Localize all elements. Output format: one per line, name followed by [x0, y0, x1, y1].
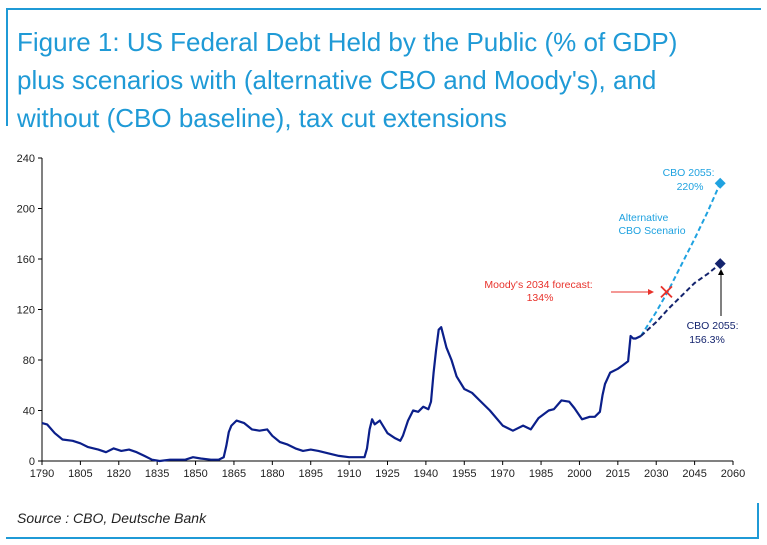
y-tick-label: 80: [23, 355, 35, 367]
cbo-2055-baseline-label-line-1: CBO 2055:: [687, 320, 739, 332]
cbo-2055-alt-label: CBO 2055: 220%: [663, 167, 718, 193]
alternative-series-line: [640, 182, 722, 337]
bottom-border: [6, 537, 759, 539]
axes: 0 40 80 120 160 200 240 1790 1805 1820 1835 1850 186…: [17, 153, 746, 480]
cbo-2055-baseline-marker: [714, 258, 726, 270]
title-line-3: without (CBO baseline), tax cut extensio…: [17, 103, 507, 133]
x-tick-label: 2015: [606, 468, 630, 480]
history-series-line: [41, 326, 642, 463]
alternative-scenario-label-line-2: CBO Scenario: [618, 225, 685, 237]
x-tick-label: 1940: [414, 468, 438, 480]
x-tick-label: 2060: [721, 468, 745, 480]
right-border: [757, 503, 759, 537]
x-tick-label: 1850: [183, 468, 207, 480]
cbo-2055-alt-label-line-1: CBO 2055:: [663, 167, 715, 179]
cbo-2055-alt-label-line-2: 220%: [677, 181, 704, 193]
baseline-series-line: [640, 262, 721, 337]
x-tick-label: 1910: [337, 468, 361, 480]
alternative-scenario-label: Alternative CBO Scenario: [618, 212, 685, 237]
x-tick-label: 1835: [145, 468, 169, 480]
alternative-scenario-label-line-1: Alternative: [619, 212, 669, 224]
y-tick-label: 200: [17, 204, 35, 216]
x-tick-label: 1895: [298, 468, 322, 480]
x-tick-label: 1790: [30, 468, 54, 480]
cbo-2055-alternative-marker: [714, 177, 726, 189]
y-tick-label: 40: [23, 406, 35, 418]
left-border: [6, 8, 8, 126]
figure-title: Figure 1: US Federal Debt Held by the Pu…: [17, 23, 757, 137]
y-tick-label: 0: [29, 456, 35, 468]
cbo-2055-baseline-label-line-2: 156.3%: [689, 334, 725, 346]
x-tick-label: 2000: [567, 468, 591, 480]
cbo-2055-baseline-label: CBO 2055: 156.3%: [687, 320, 742, 346]
debt-line-chart: 0 40 80 120 160 200 240 1790 1805 1820 1835 1850 186…: [17, 153, 746, 480]
moodys-label-line-1: Moody's 2034 forecast:: [484, 279, 592, 291]
x-tick-label: 1985: [529, 468, 553, 480]
title-line-1: Figure 1: US Federal Debt Held by the Pu…: [17, 27, 678, 57]
x-tick-label: 1820: [107, 468, 131, 480]
y-tick-label: 120: [17, 305, 35, 317]
x-tick-label: 1865: [222, 468, 246, 480]
annotations: CBO 2055: 220% Alternative CBO Scenario …: [484, 167, 742, 346]
baseline-arrow-head: [718, 269, 724, 275]
x-tick-label: 1970: [490, 468, 514, 480]
x-tick-label: 1955: [452, 468, 476, 480]
y-tick-label: 240: [17, 153, 35, 165]
source-note: Source : CBO, Deutsche Bank: [17, 510, 207, 526]
x-tick-label: 1925: [375, 468, 399, 480]
x-tick-label: 1880: [260, 468, 284, 480]
title-line-2: plus scenarios with (alternative CBO and…: [17, 65, 657, 95]
x-tick-label: 1805: [68, 468, 92, 480]
series: [41, 177, 726, 463]
moodys-label: Moody's 2034 forecast: 134%: [484, 279, 595, 304]
moodys-2034-marker: [660, 285, 673, 298]
x-tick-label: 2045: [682, 468, 706, 480]
y-tick-label: 160: [17, 254, 35, 266]
x-tick-label: 2030: [644, 468, 668, 480]
moodys-arrow-head: [648, 289, 654, 295]
moodys-label-line-2: 134%: [527, 292, 554, 304]
top-border: [6, 8, 761, 10]
